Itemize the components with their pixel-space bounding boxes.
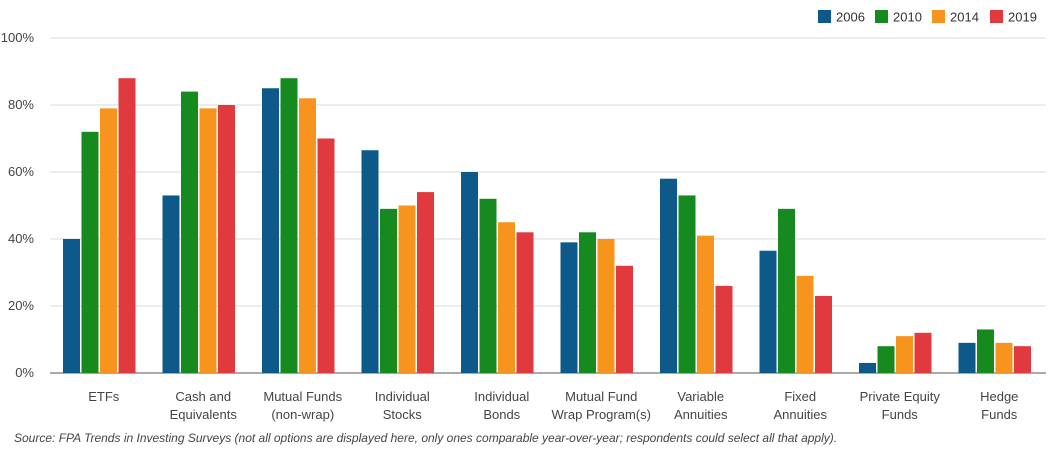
bar-group xyxy=(859,332,932,373)
bar-group xyxy=(162,91,235,373)
gridlines xyxy=(50,37,1046,374)
bar-2006-1 xyxy=(162,195,180,373)
category-label: Variable Annuities xyxy=(674,389,728,422)
legend-label: 2006 xyxy=(836,10,865,25)
bar-2006-4 xyxy=(461,172,478,373)
bar-2010-0 xyxy=(81,131,99,373)
bar-2019-8 xyxy=(914,332,932,373)
bars xyxy=(63,78,1031,374)
legend-item-2019: 2019 xyxy=(990,10,1037,25)
bar-2006-0 xyxy=(63,239,80,373)
legend-item-2014: 2014 xyxy=(932,10,979,25)
category-label: Individual Stocks xyxy=(375,389,430,422)
bar-2010-2 xyxy=(280,78,298,373)
legend: 2006 2010 2014 2019 xyxy=(818,10,1037,25)
legend-swatch xyxy=(818,10,831,23)
y-tick-label: 0% xyxy=(15,365,34,380)
bar-2010-8 xyxy=(877,346,895,373)
bar-2010-9 xyxy=(977,329,994,373)
y-tick-label: 100% xyxy=(1,30,35,45)
bar-2019-9 xyxy=(1014,346,1031,373)
bar-2019-2 xyxy=(317,138,335,373)
category-label: Cash and Equivalents xyxy=(170,389,238,422)
y-tick-label: 20% xyxy=(8,298,34,313)
category-label: Individual Bonds xyxy=(474,389,529,422)
bar-2006-3 xyxy=(361,150,379,373)
bar-group xyxy=(262,78,335,374)
category-label: Private Equity Funds xyxy=(860,389,941,422)
bar-2010-5 xyxy=(579,232,596,373)
bar-2006-6 xyxy=(660,178,677,373)
bar-2019-6 xyxy=(715,285,733,373)
legend-label: 2014 xyxy=(950,10,979,25)
bar-2014-8 xyxy=(896,336,913,373)
category-label: Mutual Fund Wrap Program(s) xyxy=(552,389,651,422)
bar-2014-1 xyxy=(199,108,217,373)
category-label: Fixed Annuities xyxy=(774,389,828,422)
y-axis-ticks: 0% 20% 40% 60% 80% 100% xyxy=(1,30,35,380)
bar-group xyxy=(958,329,1031,373)
y-tick-label: 80% xyxy=(8,97,34,112)
y-tick-label: 60% xyxy=(8,164,34,179)
bar-2014-4 xyxy=(498,222,515,373)
bar-2010-4 xyxy=(479,198,497,373)
bar-group xyxy=(560,232,633,373)
bar-2006-7 xyxy=(759,250,777,373)
category-label: ETFs xyxy=(88,389,120,404)
bar-2019-0 xyxy=(118,78,136,373)
bar-2010-1 xyxy=(181,91,198,373)
bar-2019-7 xyxy=(815,295,832,373)
legend-swatch xyxy=(875,10,888,23)
bar-group xyxy=(660,178,733,373)
bar-2006-2 xyxy=(262,88,279,373)
y-tick-label: 40% xyxy=(8,231,34,246)
bar-2014-3 xyxy=(398,205,416,373)
bar-2019-3 xyxy=(417,192,434,373)
bar-2019-1 xyxy=(218,105,235,373)
category-label: Hedge Funds xyxy=(980,389,1018,422)
legend-swatch xyxy=(932,10,945,23)
bar-group xyxy=(759,208,832,373)
legend-label: 2010 xyxy=(893,10,922,25)
bar-2019-5 xyxy=(616,265,633,373)
bar-2010-7 xyxy=(778,208,795,373)
category-label: Mutual Funds (non-wrap) xyxy=(263,389,342,422)
legend-swatch xyxy=(990,10,1003,23)
bar-group xyxy=(361,150,434,373)
bar-2014-2 xyxy=(299,98,316,374)
bar-2014-6 xyxy=(697,235,714,373)
bar-group xyxy=(63,78,136,373)
source-note: Source: FPA Trends in Investing Surveys … xyxy=(14,431,837,445)
legend-label: 2019 xyxy=(1008,10,1037,25)
bar-2006-8 xyxy=(859,362,876,373)
bar-2010-3 xyxy=(380,208,397,373)
bar-2006-9 xyxy=(958,342,976,373)
legend-item-2006: 2006 xyxy=(818,10,865,25)
bar-2014-7 xyxy=(796,275,814,373)
bar-2014-9 xyxy=(995,342,1013,373)
bar-2014-5 xyxy=(597,239,615,373)
x-axis-labels: ETFs Cash and Equivalents Mutual Funds (non-… xyxy=(88,389,1018,422)
bar-2014-0 xyxy=(100,108,117,373)
bar-2019-4 xyxy=(516,232,534,373)
legend-item-2010: 2010 xyxy=(875,10,922,25)
bar-group xyxy=(461,172,534,373)
bar-2010-6 xyxy=(678,195,696,373)
bar-2006-5 xyxy=(560,242,578,373)
